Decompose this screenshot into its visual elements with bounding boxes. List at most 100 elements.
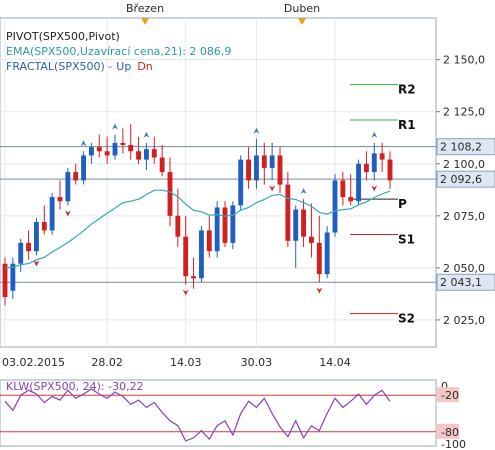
date-tick-label: 28.02 (91, 356, 123, 369)
pivot-levels: R2 R1 P S1 S2 (350, 83, 416, 326)
candle-body (128, 145, 134, 152)
osc-tick-label: 0 (441, 380, 448, 393)
legend-ema: EMA(SPX500,Uzavírací cena,21): 2 086,9 (6, 45, 231, 58)
candle-body (41, 222, 47, 231)
candle-body (348, 197, 354, 202)
date-tick-label: 14.03 (170, 356, 202, 369)
candlesticks (2, 124, 393, 306)
candle-body (371, 153, 377, 173)
candle-body (49, 197, 55, 231)
candle-body (277, 155, 283, 185)
candle-body (18, 242, 24, 264)
date-axis: 03.02.2015 28.02 14.03 30.03 14.04 (2, 356, 351, 369)
candle-body (301, 209, 307, 237)
candle-body (253, 155, 259, 181)
candle-body (167, 172, 173, 216)
date-tick-label: 14.04 (319, 356, 351, 369)
candle-body (285, 184, 291, 241)
price-reference-lines (0, 146, 436, 283)
candle-body (143, 149, 149, 160)
candle-body (222, 207, 228, 243)
candle-body (112, 142, 118, 156)
candle-body (33, 222, 39, 252)
fractal-down-marker (269, 185, 276, 192)
price-tick-label: 2 150,0 (443, 54, 485, 67)
fractal-down-marker (371, 185, 378, 192)
osc-tick-label: -80 (441, 426, 459, 439)
month-marker-duben (298, 18, 306, 25)
candle-body (269, 155, 275, 168)
candle-body (246, 159, 252, 181)
fractal-down-marker (316, 287, 323, 294)
candle-body (316, 242, 322, 275)
fractal-down-marker (64, 210, 71, 217)
candle-body (293, 209, 299, 241)
pivot-label-s2: S2 (398, 312, 415, 326)
candle-body (120, 142, 126, 146)
candle-body (198, 230, 204, 279)
price-box (436, 273, 495, 291)
osc-level-box (437, 387, 459, 403)
price-box-label: 2 108,2 (440, 141, 482, 154)
candle-body (57, 197, 63, 202)
price-tick-label: 2 100,0 (443, 158, 485, 171)
top-month-markers: Březen Duben (126, 2, 320, 25)
candle-body (136, 151, 142, 160)
pivot-label-r2: R2 (398, 83, 416, 97)
candle-body (175, 215, 181, 237)
candle-body (104, 151, 110, 156)
candle-body (261, 155, 267, 168)
legend-fractal-up: Up (116, 60, 131, 73)
month-marker-brezen (141, 18, 149, 25)
candle-body (183, 236, 189, 277)
osc-path (4, 388, 391, 442)
candle-body (308, 236, 314, 243)
candle-body (73, 172, 79, 181)
candle-body (332, 180, 338, 233)
candle-body (159, 157, 165, 173)
price-axis: 2 025,0 2 050,0 2 075,0 2 100,0 2 125,0 2 150… (436, 54, 485, 327)
fractal-down-marker (33, 260, 40, 267)
price-tick-label: 2 125,0 (443, 106, 485, 119)
price-box-label: 2 092,6 (440, 173, 482, 186)
osc-level-box (437, 423, 459, 439)
candle-body (230, 205, 236, 243)
candle-body (151, 149, 157, 158)
legend: PIVOT(SPX500,Pivot) EMA(SPX500,Uzavírací… (6, 30, 231, 73)
fractal-down-marker (182, 289, 189, 296)
pivot-label-s1: S1 (398, 233, 415, 247)
candle-body (214, 207, 220, 252)
candle-body (356, 163, 362, 202)
ema-path (4, 189, 391, 269)
candle-body (2, 263, 8, 298)
fractal-up-marker (253, 127, 260, 134)
pivot-label-r1: R1 (398, 118, 416, 132)
fractal-up-marker (112, 123, 118, 130)
fractal-up-marker (143, 131, 150, 138)
oscillator-title: KLW(SPX500, 24): -30,22 (6, 380, 144, 393)
date-tick-label: 03.02.2015 (2, 356, 65, 369)
legend-fractal-dn: Dn (137, 60, 152, 73)
candle-body (26, 242, 32, 252)
osc-tick-label: -100 (441, 438, 466, 450)
ema-line (4, 189, 391, 269)
price-panel (0, 17, 437, 348)
price-box (436, 138, 495, 156)
oscillator-axis: 0-20 -80-100 (437, 380, 466, 450)
legend-pivot: PIVOT(SPX500,Pivot) (6, 30, 120, 43)
candle-body (340, 180, 346, 198)
legend-fractal: FRACTAL(SPX500) - Up Dn (6, 60, 153, 73)
legend-fractal-label: FRACTAL(SPX500) - (6, 60, 112, 73)
price-box (436, 170, 495, 188)
month-label-duben: Duben (284, 2, 320, 15)
candle-body (206, 230, 212, 252)
fractal-markers (33, 123, 378, 296)
candle-body (363, 163, 369, 173)
candle-body (387, 159, 393, 181)
price-boxes: 2 108,2 2 092,6 2 043,1 (436, 138, 495, 291)
oscillator-line (4, 388, 391, 442)
month-label-brezen: Březen (126, 2, 164, 15)
fractal-up-marker (371, 131, 378, 138)
